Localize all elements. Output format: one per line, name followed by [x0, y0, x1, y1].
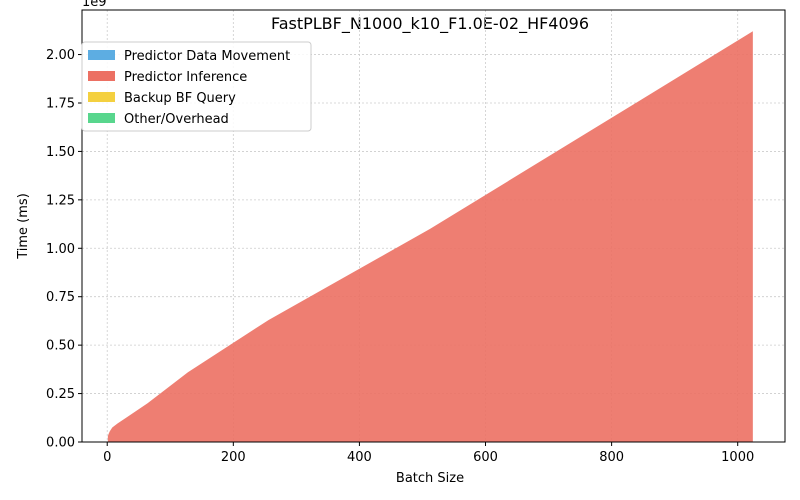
legend-swatch — [88, 71, 115, 81]
y-tick-label: 0.25 — [46, 387, 75, 402]
y-tick-label: 2.00 — [46, 48, 75, 63]
legend-swatch — [88, 50, 115, 60]
x-tick-label: 0 — [103, 450, 111, 465]
y-tick-label: 1.75 — [46, 96, 75, 111]
legend-label: Predictor Data Movement — [124, 49, 290, 64]
x-axis: 0 200 400 600 800 1000 — [103, 442, 754, 465]
y-tick-label: 1.25 — [46, 193, 75, 208]
y-tick-label: 0.75 — [46, 290, 75, 305]
x-tick-label: 200 — [221, 450, 246, 465]
x-tick-label: 800 — [599, 450, 624, 465]
x-axis-label: Batch Size — [396, 471, 464, 486]
x-tick-label: 600 — [473, 450, 498, 465]
y-axis-label: Time (ms) — [16, 193, 31, 260]
plot-frame — [81, 9, 786, 443]
y-tick-label: 0.50 — [46, 339, 75, 354]
legend-swatch — [88, 92, 115, 102]
area-series — [107, 31, 753, 442]
chart-title: FastPLBF_N1000_k10_F1.0E-02_HF4096 — [271, 14, 589, 34]
legend-box — [81, 41, 312, 132]
legend-swatch — [88, 113, 115, 123]
x-tick-label: 1000 — [721, 450, 754, 465]
legend-label: Predictor Inference — [124, 70, 247, 85]
legend-label: Other/Overhead — [124, 112, 229, 127]
legend: Predictor Data Movement Predictor Inferen… — [81, 41, 312, 132]
y-axis: 0.00 0.25 0.50 0.75 1.00 1.25 1.50 1.75 2.00 — [46, 48, 82, 451]
y-tick-label: 0.00 — [46, 436, 75, 451]
y-tick-label: 1.50 — [46, 145, 75, 160]
y-offset-label: 1e9 — [82, 0, 107, 10]
x-tick-label: 400 — [347, 450, 372, 465]
areas — [107, 31, 753, 442]
y-tick-label: 1.00 — [46, 242, 75, 257]
legend-label: Backup BF Query — [124, 91, 236, 106]
